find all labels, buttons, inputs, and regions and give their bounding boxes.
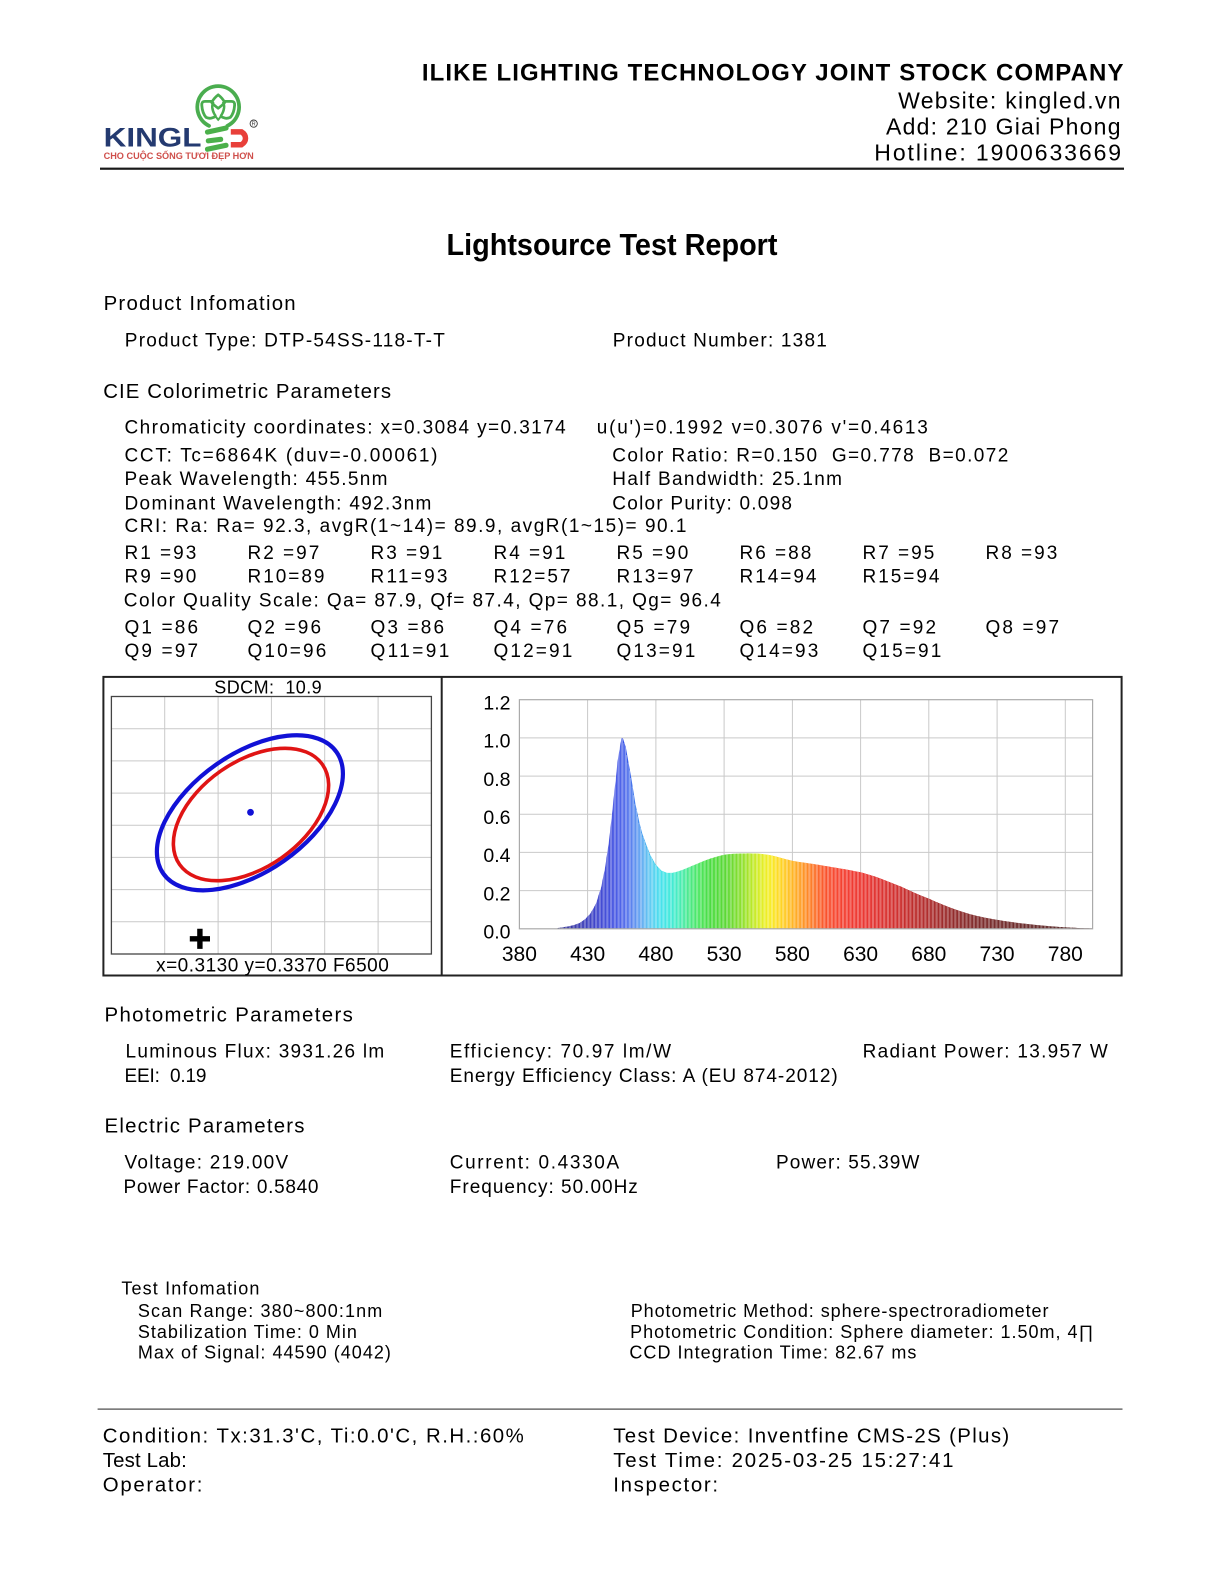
svg-text:Current: 0.4330A: Current: 0.4330A bbox=[450, 1152, 620, 1173]
svg-text:x=0.3130 y=0.3370 F6500: x=0.3130 y=0.3370 F6500 bbox=[156, 955, 389, 976]
svg-text:Chromaticity coordinates: x=0.: Chromaticity coordinates: x=0.3084 y=0.3… bbox=[125, 418, 567, 439]
svg-text:Inspector:: Inspector: bbox=[613, 1475, 718, 1497]
svg-text:CCD Integration Time: 82.67 ms: CCD Integration Time: 82.67 ms bbox=[629, 1343, 916, 1363]
svg-text:Q8 =97: Q8 =97 bbox=[986, 617, 1060, 638]
svg-text:Q12=91: Q12=91 bbox=[494, 641, 573, 662]
svg-text:Add: 210 Giai Phong: Add: 210 Giai Phong bbox=[886, 113, 1121, 139]
svg-text:Product Number: 1381: Product Number: 1381 bbox=[613, 330, 827, 351]
svg-text:R2 =97: R2 =97 bbox=[248, 543, 320, 564]
svg-text:R6 =88: R6 =88 bbox=[740, 543, 812, 564]
svg-text:580: 580 bbox=[775, 943, 810, 966]
svg-text:Q15=91: Q15=91 bbox=[863, 641, 942, 662]
svg-text:Photometric Condition: Sphere: Photometric Condition: Sphere diameter: … bbox=[630, 1322, 1093, 1342]
svg-text:Electric Parameters: Electric Parameters bbox=[105, 1116, 305, 1138]
svg-text:CRI: Ra: Ra= 92.3, avgR(1~14)=: CRI: Ra: Ra= 92.3, avgR(1~14)= 89.9, avg… bbox=[125, 516, 687, 537]
svg-text:Q5 =79: Q5 =79 bbox=[617, 617, 691, 638]
svg-text:Luminous Flux: 3931.26 lm: Luminous Flux: 3931.26 lm bbox=[126, 1041, 385, 1062]
svg-text:u(u')=0.1992 v=0.3076 v'=0.461: u(u')=0.1992 v=0.3076 v'=0.4613 bbox=[597, 418, 928, 439]
svg-text:Voltage: 219.00V: Voltage: 219.00V bbox=[125, 1152, 289, 1173]
svg-text:Test Time: 2025-03-25 15:27:41: Test Time: 2025-03-25 15:27:41 bbox=[613, 1450, 953, 1472]
svg-text:530: 530 bbox=[707, 943, 742, 966]
svg-text:Color Quality Scale: Qa= 87.9,: Color Quality Scale: Qa= 87.9, Qf= 87.4,… bbox=[124, 590, 721, 611]
svg-text:Product Type: DTP-54SS-118-T-T: Product Type: DTP-54SS-118-T-T bbox=[125, 330, 445, 351]
svg-text:R9 =90: R9 =90 bbox=[125, 567, 197, 588]
svg-text:EEI: 0.19: EEI: 0.19 bbox=[125, 1066, 207, 1087]
svg-text:Power: 55.39W: Power: 55.39W bbox=[776, 1152, 919, 1173]
svg-text:Max of Signal: 44590 (4042): Max of Signal: 44590 (4042) bbox=[138, 1343, 391, 1363]
svg-text:0.0: 0.0 bbox=[483, 922, 510, 944]
svg-text:630: 630 bbox=[843, 943, 878, 966]
svg-text:R7 =95: R7 =95 bbox=[863, 543, 935, 564]
svg-text:Q4 =76: Q4 =76 bbox=[494, 617, 568, 638]
svg-text:Operator:: Operator: bbox=[103, 1475, 203, 1497]
svg-text:Q13=91: Q13=91 bbox=[617, 641, 696, 662]
svg-text:780: 780 bbox=[1048, 943, 1083, 966]
svg-text:Half Bandwidth: 25.1nm: Half Bandwidth: 25.1nm bbox=[612, 469, 842, 490]
svg-text:Color Purity: 0.098: Color Purity: 0.098 bbox=[612, 493, 792, 514]
svg-text:SDCM: 10.9: SDCM: 10.9 bbox=[214, 677, 321, 697]
svg-text:Product Infomation: Product Infomation bbox=[104, 293, 296, 315]
svg-text:Peak Wavelength: 455.5nm: Peak Wavelength: 455.5nm bbox=[125, 469, 388, 490]
svg-text:R: R bbox=[252, 122, 256, 128]
svg-text:Power Factor: 0.5840: Power Factor: 0.5840 bbox=[124, 1177, 319, 1198]
svg-text:480: 480 bbox=[638, 943, 673, 966]
svg-text:CIE Colorimetric Parameters: CIE Colorimetric Parameters bbox=[103, 381, 391, 403]
svg-text:R11=93: R11=93 bbox=[371, 567, 448, 588]
svg-text:Q6 =82: Q6 =82 bbox=[740, 617, 814, 638]
svg-text:Hotline: 1900633669: Hotline: 1900633669 bbox=[874, 140, 1121, 166]
svg-text:R14=94: R14=94 bbox=[740, 567, 817, 588]
svg-text:730: 730 bbox=[980, 943, 1015, 966]
svg-text:Photometric Method: sphere-spe: Photometric Method: sphere-spectroradiom… bbox=[631, 1301, 1049, 1321]
svg-text:Dominant Wavelength: 492.3nm: Dominant Wavelength: 492.3nm bbox=[125, 493, 432, 514]
svg-text:Q10=96: Q10=96 bbox=[248, 641, 327, 662]
svg-text:1.2: 1.2 bbox=[483, 693, 510, 715]
svg-text:0.6: 0.6 bbox=[483, 807, 510, 829]
svg-text:Radiant Power: 13.957 W: Radiant Power: 13.957 W bbox=[863, 1041, 1108, 1062]
svg-text:Q11=91: Q11=91 bbox=[371, 641, 450, 662]
svg-text:Efficiency: 70.97 lm/W: Efficiency: 70.97 lm/W bbox=[450, 1041, 671, 1062]
svg-text:R5 =90: R5 =90 bbox=[617, 543, 689, 564]
svg-text:0.8: 0.8 bbox=[483, 769, 510, 791]
svg-text:Q1 =86: Q1 =86 bbox=[125, 617, 199, 638]
svg-text:430: 430 bbox=[570, 943, 605, 966]
svg-text:380: 380 bbox=[502, 943, 537, 966]
svg-text:Stabilization Time: 0 Min: Stabilization Time: 0 Min bbox=[138, 1322, 357, 1342]
svg-text:Condition: Tx:31.3'C, Ti:0.0'C: Condition: Tx:31.3'C, Ti:0.0'C, R.H.:60% bbox=[103, 1426, 524, 1448]
svg-text:CHO CUỘC SỐNG TƯƠI ĐẸP HƠN: CHO CUỘC SỐNG TƯƠI ĐẸP HƠN bbox=[104, 150, 254, 161]
svg-text:0.4: 0.4 bbox=[483, 845, 510, 867]
svg-text:Frequency: 50.00Hz: Frequency: 50.00Hz bbox=[450, 1177, 638, 1198]
svg-text:R12=57: R12=57 bbox=[494, 567, 571, 588]
svg-text:Q2 =96: Q2 =96 bbox=[248, 617, 322, 638]
svg-text:CCT: Tc=6864K (duv=-0.00061): CCT: Tc=6864K (duv=-0.00061) bbox=[125, 446, 438, 467]
svg-text:1.0: 1.0 bbox=[483, 731, 510, 753]
svg-text:Test Device: Inventfine CMS-2S: Test Device: Inventfine CMS-2S (Plus) bbox=[613, 1426, 1009, 1448]
svg-text:ILIKE LIGHTING TECHNOLOGY JOIN: ILIKE LIGHTING TECHNOLOGY JOINT STOCK CO… bbox=[422, 59, 1124, 86]
svg-text:R13=97: R13=97 bbox=[617, 567, 694, 588]
svg-text:Q7 =92: Q7 =92 bbox=[863, 617, 937, 638]
svg-text:Q3 =86: Q3 =86 bbox=[371, 617, 445, 638]
svg-text:R10=89: R10=89 bbox=[248, 567, 325, 588]
svg-text:Photometric Parameters: Photometric Parameters bbox=[105, 1005, 353, 1027]
svg-text:Website: kingled.vn: Website: kingled.vn bbox=[898, 87, 1120, 113]
svg-text:KINGL: KINGL bbox=[104, 123, 202, 153]
svg-text:Q14=93: Q14=93 bbox=[740, 641, 819, 662]
svg-text:R4 =91: R4 =91 bbox=[494, 543, 566, 564]
svg-text:Energy Efficiency Class: A (EU: Energy Efficiency Class: A (EU 874-2012) bbox=[450, 1066, 838, 1087]
svg-text:Scan Range: 380~800:1nm: Scan Range: 380~800:1nm bbox=[138, 1301, 382, 1321]
svg-text:Test Infomation: Test Infomation bbox=[121, 1279, 259, 1299]
svg-text:0.2: 0.2 bbox=[483, 883, 510, 905]
svg-text:Lightsource Test Report: Lightsource Test Report bbox=[447, 227, 778, 262]
svg-text:680: 680 bbox=[911, 943, 946, 966]
svg-text:R8 =93: R8 =93 bbox=[986, 543, 1058, 564]
svg-text:Test Lab:: Test Lab: bbox=[103, 1450, 187, 1472]
svg-text:R15=94: R15=94 bbox=[863, 567, 940, 588]
svg-text:R3 =91: R3 =91 bbox=[371, 543, 443, 564]
svg-text:R1 =93: R1 =93 bbox=[125, 543, 197, 564]
svg-text:Q9 =97: Q9 =97 bbox=[125, 641, 199, 662]
svg-text:Color Ratio: R=0.150 G=0.778: Color Ratio: R=0.150 G=0.778 B=0.072 bbox=[612, 446, 1008, 467]
